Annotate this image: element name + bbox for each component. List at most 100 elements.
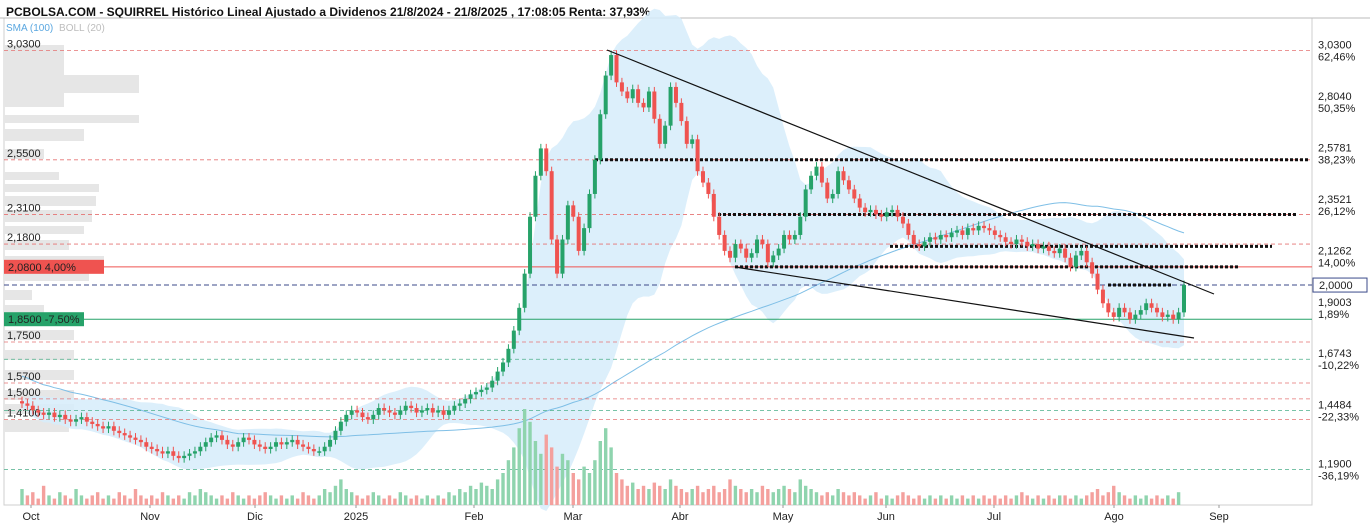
month-tick-label: Sep — [1209, 511, 1229, 523]
candle-body — [436, 410, 441, 413]
candle-body — [911, 234, 916, 245]
candle-body — [549, 171, 554, 240]
volume-bar — [1014, 495, 1019, 505]
candle-body — [517, 307, 522, 331]
volume-bar — [679, 489, 684, 505]
candle-body — [365, 417, 370, 420]
volume-bar — [917, 495, 921, 505]
candle-body — [1106, 303, 1111, 313]
volume-bar — [431, 498, 435, 505]
legend-boll[interactable]: BOLL (20) — [59, 23, 105, 34]
volume-bar — [187, 492, 192, 505]
volume-profile-bar — [4, 210, 92, 222]
candle-body — [1014, 239, 1019, 245]
volume-bar — [695, 485, 700, 505]
candle-body — [392, 412, 397, 415]
candle-body — [376, 408, 381, 415]
volume-bar — [355, 495, 359, 505]
candle-body — [1063, 248, 1068, 258]
candle-body — [382, 408, 387, 411]
candle-body — [203, 442, 208, 447]
candle-body — [1100, 289, 1105, 304]
volume-profile-bar — [4, 96, 64, 106]
volume-bar — [447, 492, 451, 505]
candle-body — [425, 408, 430, 411]
candle-body — [47, 412, 52, 415]
fib-pct-label: 50,35% — [1318, 103, 1356, 115]
fib-price-label: 3,0300 — [1318, 40, 1352, 52]
candle-body — [1160, 312, 1165, 317]
volume-bar — [976, 498, 981, 505]
candle-body — [403, 405, 408, 411]
candle-body — [68, 419, 73, 422]
candle-body — [1090, 262, 1095, 274]
volume-bar — [647, 489, 651, 505]
volume-bar — [382, 498, 386, 505]
volume-bar — [241, 498, 246, 505]
volume-bar — [744, 492, 748, 505]
volume-bar — [214, 498, 219, 505]
volume-bar — [885, 495, 889, 505]
fib-price-label: 1,4484 — [1318, 400, 1352, 412]
candle-body — [836, 171, 841, 194]
volume-bar — [79, 495, 84, 505]
volume-bar — [879, 498, 884, 505]
fib-price-label: 2,3521 — [1318, 194, 1352, 206]
volume-bar — [576, 479, 581, 505]
volume-profile-bar — [4, 370, 74, 380]
volume-bar — [787, 489, 792, 505]
candle-body — [938, 234, 943, 240]
candle-body — [949, 232, 954, 238]
volume-bar — [52, 498, 57, 505]
candle-body — [36, 410, 41, 413]
candle-body — [387, 410, 392, 413]
candle-body — [636, 89, 641, 103]
left-level-label: 2,5500 — [7, 148, 41, 160]
volume-bar — [690, 489, 694, 505]
volume-bar — [928, 495, 932, 505]
candle-body — [776, 248, 781, 256]
candle-body — [1122, 307, 1127, 313]
volume-bar — [760, 485, 765, 505]
volume-bar — [436, 495, 440, 505]
volume-bar — [458, 489, 462, 505]
candle-body — [803, 189, 808, 217]
volume-bar — [117, 492, 121, 505]
candle-body — [122, 433, 127, 436]
candle-body — [236, 442, 241, 447]
volume-bar — [539, 453, 543, 505]
candle-body — [252, 439, 257, 445]
volume-bar — [290, 495, 294, 505]
volume-bar — [912, 498, 916, 505]
candle-body — [268, 446, 273, 450]
volume-bar — [166, 495, 170, 505]
volume-bar — [1171, 498, 1175, 505]
volume-bar — [144, 498, 149, 505]
candle-body — [755, 239, 760, 254]
candle-body — [738, 244, 743, 249]
candle-body — [144, 442, 149, 447]
legend-sma[interactable]: SMA (100) — [6, 23, 54, 34]
candle-body — [1046, 246, 1051, 251]
volume-profile-bar — [4, 330, 74, 340]
volume-bar — [420, 498, 424, 505]
volume-bar — [739, 489, 743, 505]
candle-body — [619, 82, 624, 92]
candle-body — [1127, 312, 1132, 320]
candle-body — [533, 175, 538, 217]
volume-bar — [231, 492, 235, 505]
candle-body — [171, 451, 176, 456]
volume-bar — [344, 489, 348, 505]
candle-body — [560, 239, 565, 274]
month-tick-label: Dic — [247, 511, 263, 523]
volume-bar — [133, 489, 138, 505]
candle-body — [976, 225, 981, 231]
candle-body — [906, 223, 911, 235]
fib-pct-label: 38,23% — [1318, 154, 1356, 166]
volume-bar — [452, 495, 457, 505]
candle-body — [873, 209, 878, 215]
candle-body — [582, 228, 587, 251]
volume-bar — [112, 498, 116, 505]
candle-body — [733, 244, 738, 258]
